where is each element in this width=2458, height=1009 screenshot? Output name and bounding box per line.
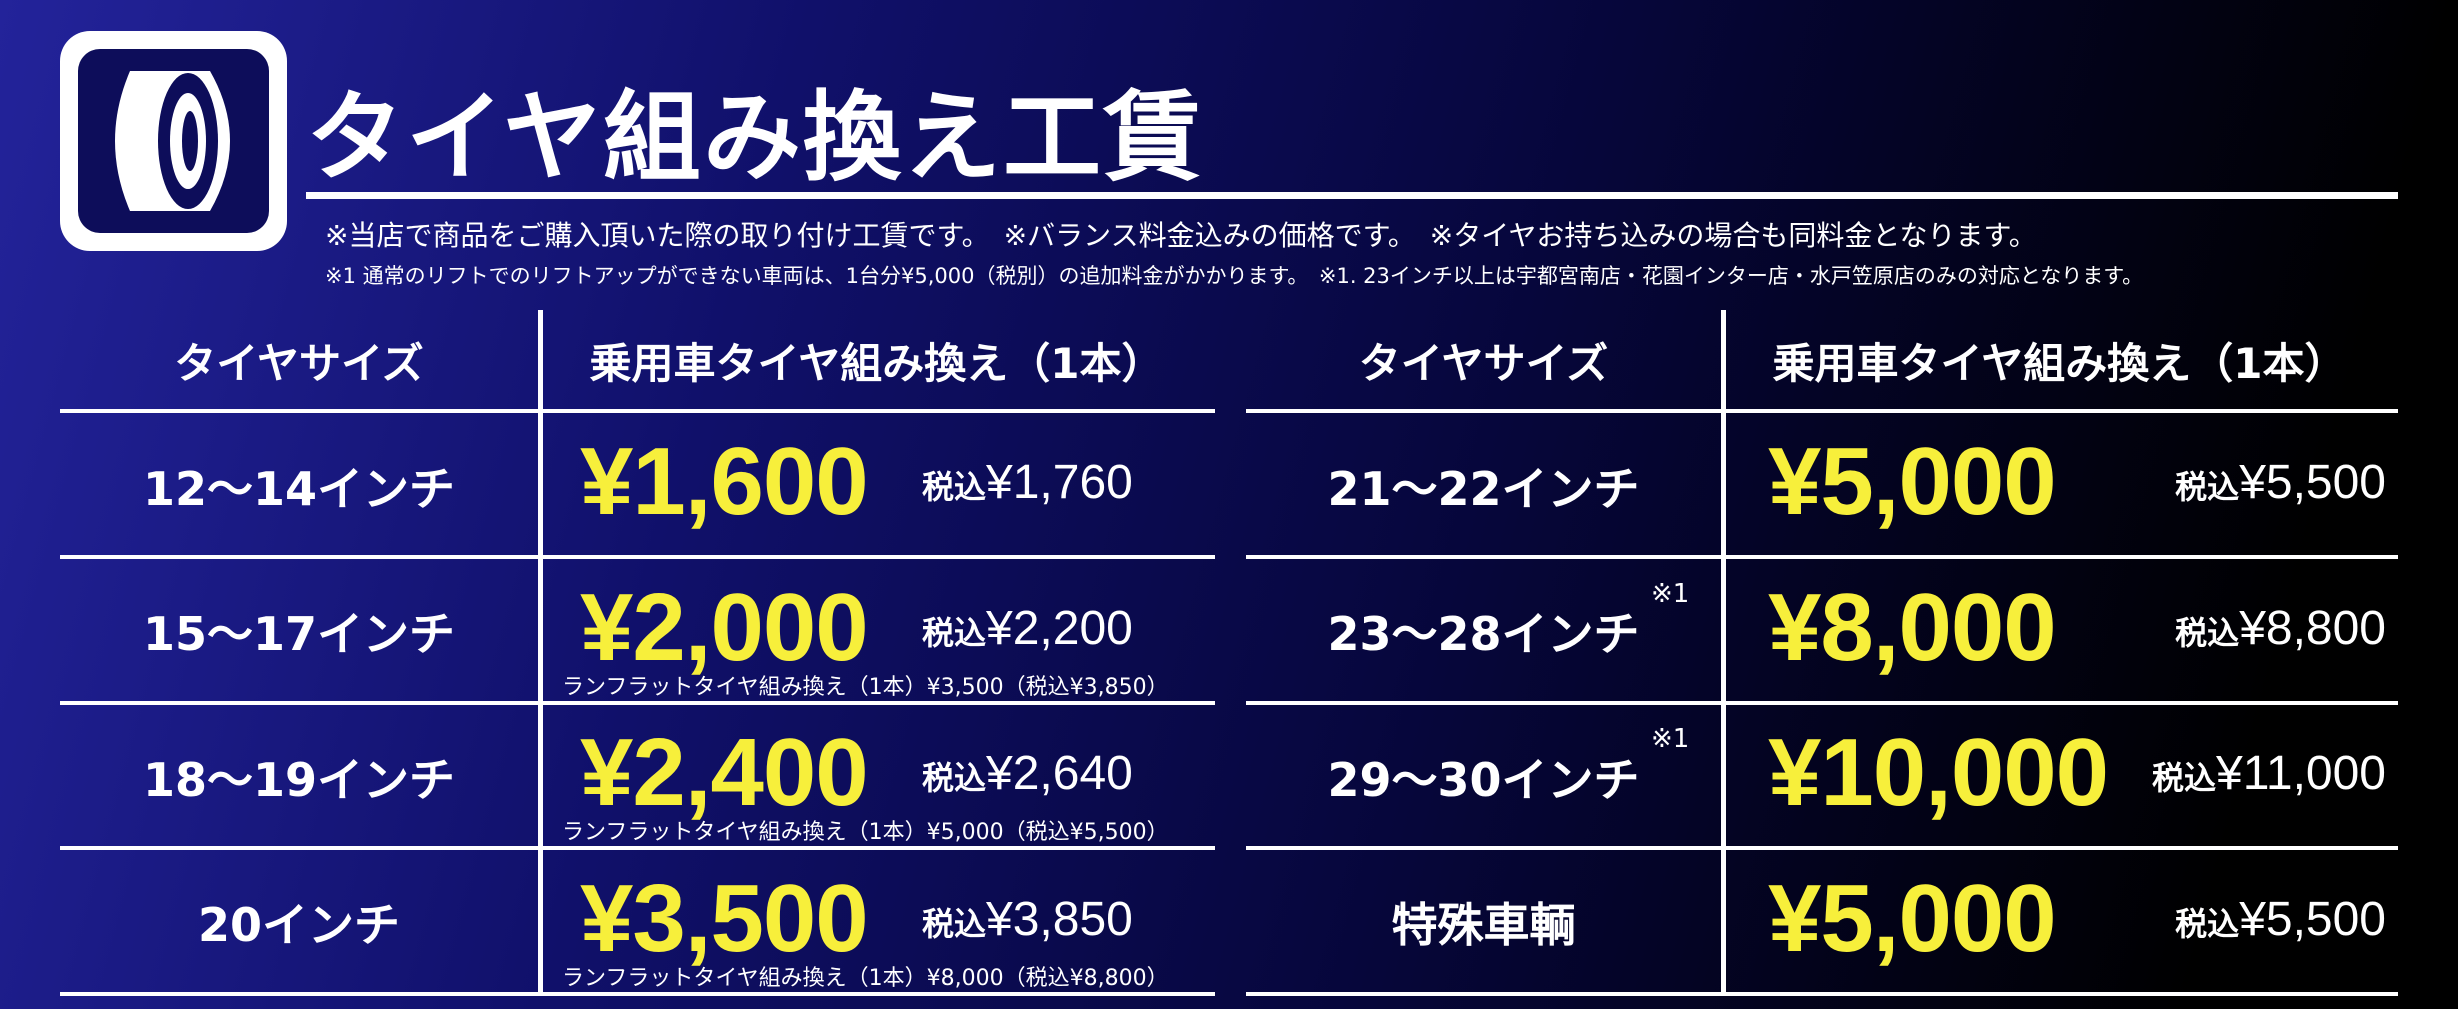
price-incl-tax: 税込¥1,760 [922, 455, 1133, 510]
price-table-right: タイヤサイズ 乗用車タイヤ組み換え（1本） 21〜22インチ ¥5,000 税込¥5,5… [1246, 310, 2398, 996]
row-divider [60, 700, 1215, 705]
tax-value: ¥1,760 [986, 456, 1133, 509]
tax-value: ¥3,850 [986, 892, 1133, 946]
header-size: タイヤサイズ [174, 339, 424, 388]
price-incl-tax: 税込¥11,000 [2152, 746, 2386, 801]
price-incl-tax: 税込¥8,800 [2175, 601, 2386, 656]
price-incl-tax: 税込¥2,200 [922, 601, 1133, 656]
price: ¥5,000 [1768, 864, 2057, 972]
price: ¥3,500 [580, 864, 869, 972]
price: ¥2,400 [580, 719, 869, 826]
column-divider [1721, 310, 1726, 992]
table-row: 29〜30インチ ※1 ¥10,000 税込¥11,000 [1246, 704, 2398, 849]
runflat-note: ランフラットタイヤ組み換え（1本）¥8,000（税込¥8,800） [562, 965, 1169, 991]
column-divider [538, 310, 543, 992]
table-row: 20インチ ¥3,500 税込¥3,850 ランフラットタイヤ組み換え（1本）¥8,0… [60, 850, 1215, 995]
price-table-left: タイヤサイズ 乗用車タイヤ組み換え（1本） 12〜14インチ ¥1,600 税込¥1,7… [60, 310, 1215, 996]
tire-size-label: 15〜17インチ [142, 607, 456, 661]
tire-size-label: 20インチ [197, 898, 400, 952]
row-divider [1246, 700, 2398, 705]
tax-label: 税込 [2175, 468, 2240, 506]
tire-size-label: 18〜19インチ [142, 752, 456, 807]
tax-label: 税込 [922, 904, 987, 943]
tire-size: 29〜30インチ [1246, 704, 1721, 849]
note-additional: ※1 通常のリフトでのリフトアップができない車両は、1台分¥5,000（税別）の… [325, 264, 2144, 288]
tax-value: ¥2,640 [986, 747, 1133, 800]
table-row: 18〜19インチ ¥2,400 税込¥2,640 ランフラットタイヤ組み換え（1本）¥… [60, 704, 1215, 849]
price-incl-tax: 税込¥3,850 [922, 892, 1133, 947]
price-incl-tax: 税込¥5,500 [2175, 892, 2386, 947]
footnote-mark: ※1 [1651, 578, 1690, 609]
tire-size-label: 29〜30インチ [1327, 752, 1640, 807]
note-general: ※当店で商品をご購入頂いた際の取り付け工賃です。 ※バランス料金込みの価格です。… [325, 219, 2037, 252]
tire-size: 15〜17インチ [60, 559, 538, 704]
price-incl-tax: 税込¥5,500 [2175, 455, 2386, 510]
tax-label: 税込 [922, 468, 987, 506]
tire-size-label: 12〜14インチ [142, 461, 456, 516]
price: ¥10,000 [1768, 719, 2109, 826]
tax-label: 税込 [922, 759, 987, 797]
header-size: タイヤサイズ [1358, 339, 1609, 388]
table-row: 15〜17インチ ¥2,000 税込¥2,200 ランフラットタイヤ組み換え（1本）¥… [60, 559, 1215, 704]
row-divider [60, 409, 1215, 413]
runflat-note: ランフラットタイヤ組み換え（1本）¥5,000（税込¥5,500） [562, 820, 1169, 845]
tire-size: 18〜19インチ [60, 704, 538, 849]
tire-size: 特殊車輌 [1246, 850, 1721, 995]
tire-size: 21〜22インチ [1246, 413, 1721, 558]
table-row: 12〜14インチ ¥1,600 税込¥1,760 [60, 413, 1215, 558]
tire-icon [60, 31, 287, 251]
tire-size-label: 特殊車輌 [1391, 898, 1576, 952]
tire-size-label: 21〜22インチ [1327, 461, 1640, 516]
row-divider [60, 991, 1215, 996]
tax-label: 税込 [922, 613, 987, 652]
price: ¥2,000 [580, 573, 869, 681]
price: ¥1,600 [580, 428, 869, 535]
row-divider [60, 846, 1215, 850]
tax-label: 税込 [2152, 759, 2217, 797]
row-divider [1246, 409, 2398, 413]
row-divider [60, 555, 1215, 559]
tax-value: ¥5,500 [2239, 456, 2386, 509]
table-row: 21〜22インチ ¥5,000 税込¥5,500 [1246, 413, 2398, 558]
table-row: 23〜28インチ ※1 ¥8,000 税込¥8,800 [1246, 559, 2398, 704]
row-divider [1246, 846, 2398, 850]
tax-label: 税込 [2175, 613, 2240, 652]
tire-size: 12〜14インチ [60, 413, 538, 558]
table-row: 特殊車輌 ¥5,000 税込¥5,500 [1246, 850, 2398, 995]
price-incl-tax: 税込¥2,640 [922, 746, 1133, 801]
row-divider [1246, 991, 2398, 996]
price: ¥5,000 [1768, 428, 2057, 535]
tax-value: ¥5,500 [2239, 892, 2386, 946]
tax-value: ¥8,800 [2239, 601, 2386, 655]
row-divider [1246, 555, 2398, 559]
tax-value: ¥2,200 [986, 601, 1133, 655]
tire-size: 23〜28インチ [1246, 559, 1721, 704]
tire-size-label: 23〜28インチ [1327, 607, 1640, 661]
header-price: 乗用車タイヤ組み換え（1本） [589, 339, 1164, 388]
page-title: タイヤ組み換え工賃 [306, 81, 1204, 195]
runflat-note: ランフラットタイヤ組み換え（1本）¥3,500（税込¥3,850） [562, 674, 1169, 700]
tax-label: 税込 [2175, 904, 2240, 943]
tire-size: 20インチ [60, 850, 538, 995]
header-price: 乗用車タイヤ組み換え（1本） [1772, 339, 2347, 388]
title-underline [306, 192, 2398, 199]
tax-value: ¥11,000 [2216, 747, 2386, 800]
footnote-mark: ※1 [1651, 724, 1690, 754]
price: ¥8,000 [1768, 573, 2057, 681]
